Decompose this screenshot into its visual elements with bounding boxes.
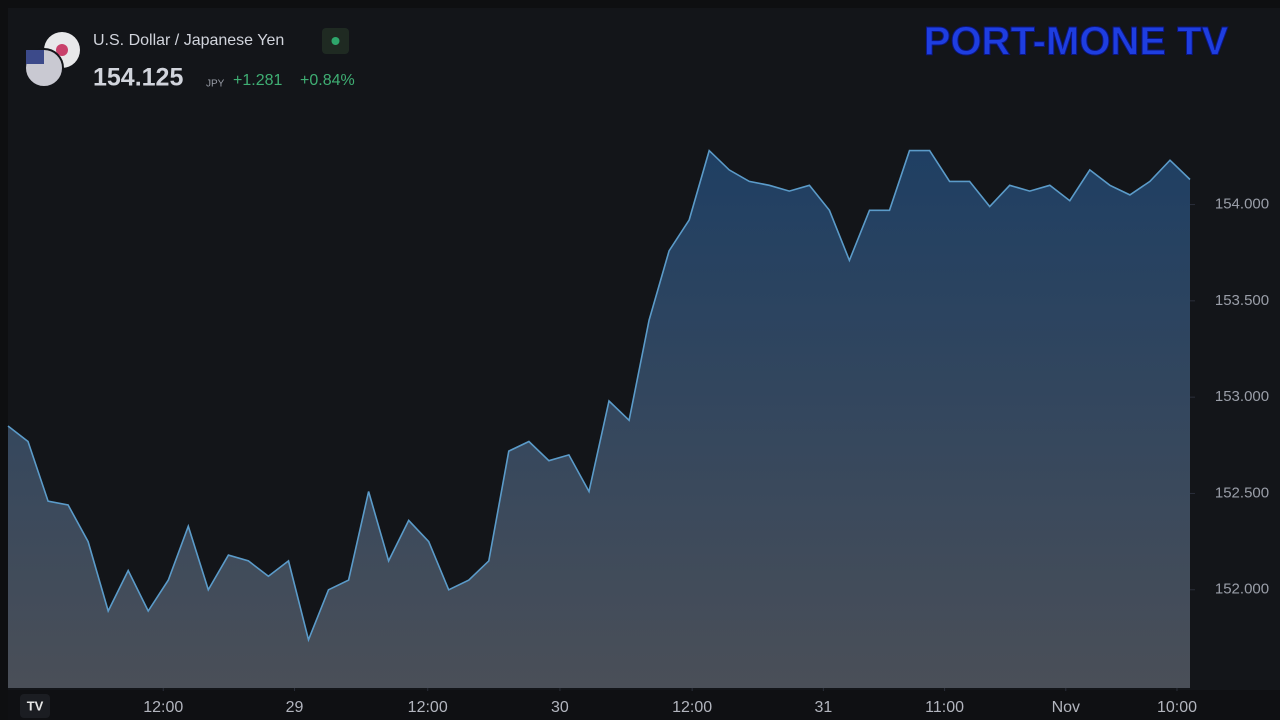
x-tick-label: 12:00 xyxy=(672,699,712,716)
y-tick-label: 153.000 xyxy=(1215,388,1269,405)
x-tick-label: 10:00 xyxy=(1157,699,1197,716)
x-tick-label: 30 xyxy=(551,699,569,716)
area-fill xyxy=(8,150,1190,689)
x-tick-label: Nov xyxy=(1052,699,1080,716)
logo: PORT-MONE TV xyxy=(924,20,1229,64)
usd-canton xyxy=(26,50,44,64)
x-tick-label: 31 xyxy=(814,699,832,716)
y-tick-label: 152.500 xyxy=(1215,484,1269,501)
plot xyxy=(7,149,1191,689)
tv-logo-mark: TV xyxy=(27,698,44,713)
y-tick-label: 152.000 xyxy=(1215,581,1269,598)
change: +1.281 xyxy=(233,72,282,89)
price: 154.125 xyxy=(93,64,183,92)
time-axis xyxy=(8,690,1280,720)
status-dot xyxy=(331,37,340,45)
jpy-dot xyxy=(56,44,68,56)
x-tick-label: 12:00 xyxy=(143,699,183,716)
tv-logo[interactable] xyxy=(20,694,50,718)
x-tick-label: 12:00 xyxy=(408,699,448,716)
y-tick-label: 153.500 xyxy=(1215,292,1269,309)
x-tick-label: 11:00 xyxy=(925,699,964,716)
currency: JPY xyxy=(206,79,225,90)
price-line xyxy=(7,149,1191,643)
x-tick-label: 29 xyxy=(286,699,304,716)
symbol-name: U.S. Dollar / Japanese Yen xyxy=(93,32,284,49)
change-percent: +0.84% xyxy=(300,72,355,89)
y-tick-label: 154.000 xyxy=(1215,196,1269,213)
